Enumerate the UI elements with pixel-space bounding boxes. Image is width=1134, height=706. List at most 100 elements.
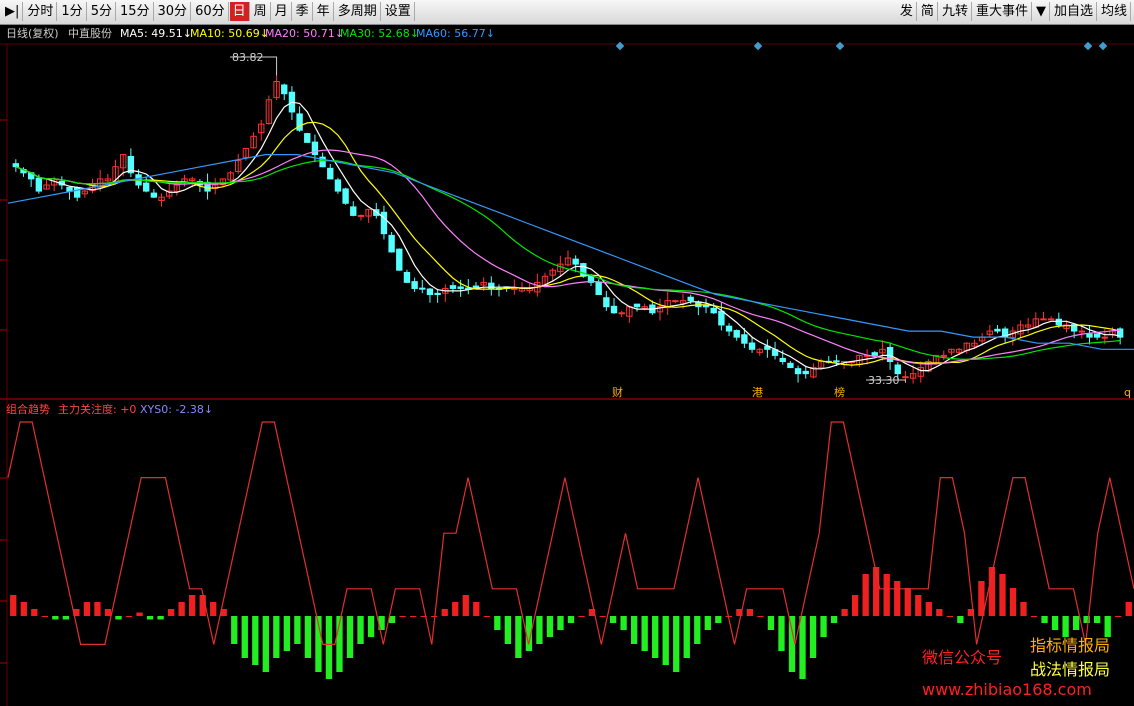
indicator-bar <box>452 602 459 616</box>
event-diamond-0 <box>615 41 625 51</box>
candle-body <box>564 257 572 266</box>
event-marker-gang[interactable]: 港 <box>752 386 763 399</box>
event-diamond-1 <box>753 41 763 51</box>
candle-body <box>311 141 319 156</box>
watermark-line2: 战法情报局 <box>1030 660 1111 679</box>
indicator-bar <box>988 567 996 616</box>
indicator-bar <box>241 616 248 658</box>
indicator-bar <box>967 609 975 616</box>
candle-body <box>572 258 579 265</box>
toolbar-button-8[interactable]: 周 <box>251 2 271 21</box>
candle-body <box>296 113 303 131</box>
toolbar-button-13[interactable]: 设置 <box>382 2 415 21</box>
indicator-bar <box>1051 616 1059 630</box>
candle-body <box>1063 324 1070 329</box>
indicator-bar <box>1125 602 1132 616</box>
toolbar-button-9[interactable]: 月 <box>272 2 292 21</box>
toolbar-right-button-1[interactable]: 加自选 <box>1051 2 1097 21</box>
candle-body <box>357 214 365 217</box>
indicator-bar <box>715 616 722 623</box>
indicator-bar <box>73 609 80 616</box>
candle-body <box>373 209 380 216</box>
candle-body <box>173 184 181 193</box>
indicator-bar <box>925 602 932 616</box>
indicator-bar <box>10 595 17 616</box>
candle-body <box>43 184 50 190</box>
candle-body <box>741 334 748 344</box>
toolbar-button-11[interactable]: 年 <box>314 2 334 21</box>
toolbar-button-4[interactable]: 15分 <box>117 2 154 21</box>
period-label: 日线(复权) <box>6 26 59 40</box>
toolbar-button-0[interactable]: ▶| <box>2 2 24 21</box>
candle-body <box>802 370 809 375</box>
toolbar-right-button-6[interactable]: 发 <box>897 2 917 21</box>
indicator-bar <box>441 609 448 616</box>
indicator-bar <box>399 616 406 617</box>
candle-body <box>810 367 817 378</box>
toolbar-button-5[interactable]: 30分 <box>155 2 192 21</box>
high-marker <box>230 56 278 76</box>
indicator-bar <box>1115 616 1122 617</box>
high-price-label: 83.82 <box>232 51 264 64</box>
indicator-bar <box>820 616 827 637</box>
toolbar-right-button-2[interactable]: ▼ <box>1033 2 1050 21</box>
toolbar-button-1[interactable]: 分时 <box>24 2 58 21</box>
indicator-bars <box>10 567 1132 679</box>
indicator-bar <box>883 574 890 616</box>
indicator-bar <box>273 616 280 658</box>
candle-body <box>120 154 127 169</box>
indicator-bar <box>799 616 806 679</box>
toolbar-button-7[interactable]: 日 <box>229 2 250 21</box>
indicator-bar <box>294 616 301 644</box>
indicator-bar <box>894 581 901 616</box>
toolbar-right-button-4[interactable]: 九转 <box>939 2 972 21</box>
candle-body <box>794 368 802 375</box>
candle-body <box>350 206 357 216</box>
toolbar-button-12[interactable]: 多周期 <box>335 2 381 21</box>
toolbar-right-button-5[interactable]: 简 <box>918 2 938 21</box>
indicator-bar <box>94 602 101 616</box>
low-price-label: 33.30 <box>868 374 900 387</box>
candle-body <box>380 211 388 235</box>
toolbar-right-button-3[interactable]: 重大事件 <box>973 2 1032 21</box>
candle-body <box>917 367 924 377</box>
stock-name: 中直股份 <box>68 26 112 40</box>
candle-body <box>633 303 641 308</box>
toolbar-button-6[interactable]: 60分 <box>192 2 229 21</box>
candle-body <box>1024 324 1032 328</box>
indicator-bar <box>778 616 785 651</box>
event-diamond-4 <box>1098 41 1108 51</box>
toolbar-right-button-0[interactable]: 均线 <box>1098 2 1131 21</box>
candle-body <box>35 177 43 192</box>
indicator-bar <box>41 616 48 617</box>
candle-body <box>227 172 234 181</box>
indicator-bar <box>83 602 91 616</box>
event-marker-bang[interactable]: 榜 <box>834 385 845 399</box>
indicator-bar <box>20 602 27 616</box>
indicator-bar <box>325 616 333 679</box>
candle-body <box>787 362 794 369</box>
indicator-bar <box>830 616 838 623</box>
event-marker-q[interactable]: q <box>1124 386 1131 399</box>
toolbar-button-3[interactable]: 5分 <box>88 2 116 21</box>
indicator-bar <box>525 616 533 651</box>
candle-body <box>656 306 664 313</box>
toolbar-button-2[interactable]: 1分 <box>58 2 87 21</box>
indicator-bar <box>652 616 659 658</box>
candle-body <box>419 287 426 290</box>
candle-body <box>1078 330 1086 333</box>
indicator-bar <box>809 616 817 658</box>
event-marker-cai[interactable]: 财 <box>612 385 623 399</box>
candle-body <box>610 305 618 314</box>
indicator-bar <box>915 595 922 616</box>
indicator-bar <box>851 595 859 616</box>
candle-body <box>403 271 411 283</box>
indicator-bar <box>641 616 648 651</box>
candle-body <box>940 354 947 357</box>
indicator-bar <box>578 616 585 617</box>
indicator-bar <box>620 616 627 630</box>
candle-body <box>894 364 901 375</box>
ma60-label: MA60: 56.77↓ <box>416 27 495 40</box>
candle-body <box>1086 333 1093 338</box>
toolbar-button-10[interactable]: 季 <box>293 2 313 21</box>
